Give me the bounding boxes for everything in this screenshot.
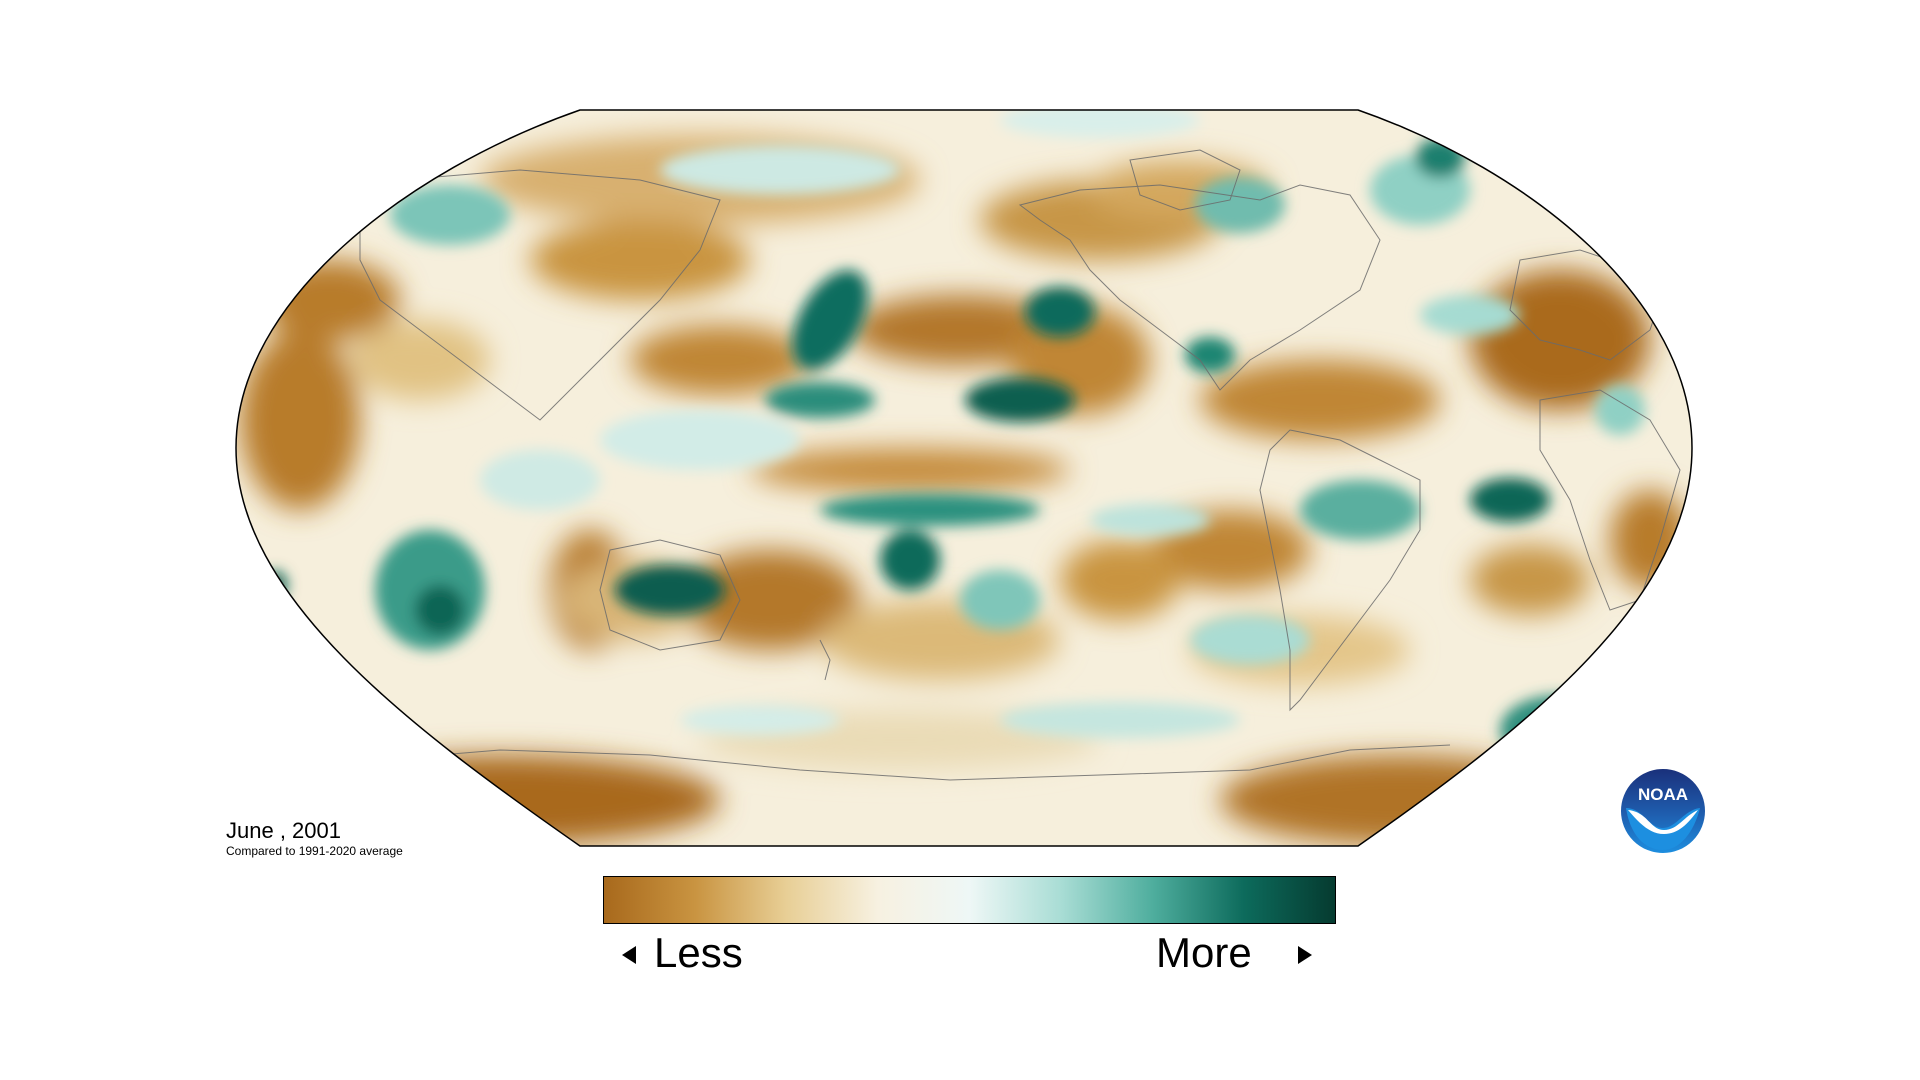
date-caption: June , 2001 Compared to 1991-2020 averag…: [226, 818, 403, 859]
legend-less-label: Less: [654, 929, 743, 976]
map-subtitle: Compared to 1991-2020 average: [226, 844, 403, 858]
anomaly-field: [236, 110, 1692, 846]
color-scale-bar: [603, 876, 1336, 924]
coastlines: [359, 149, 1681, 781]
noaa-logo-icon: NOAA: [1619, 767, 1707, 855]
legend-more-label: More: [1156, 929, 1252, 976]
arrow-left-icon: [622, 946, 636, 964]
globe-outline: [235, 109, 1693, 847]
arrow-right-icon: [1298, 946, 1312, 964]
map-title: June , 2001: [226, 818, 341, 843]
noaa-logo-text: NOAA: [1638, 785, 1688, 804]
